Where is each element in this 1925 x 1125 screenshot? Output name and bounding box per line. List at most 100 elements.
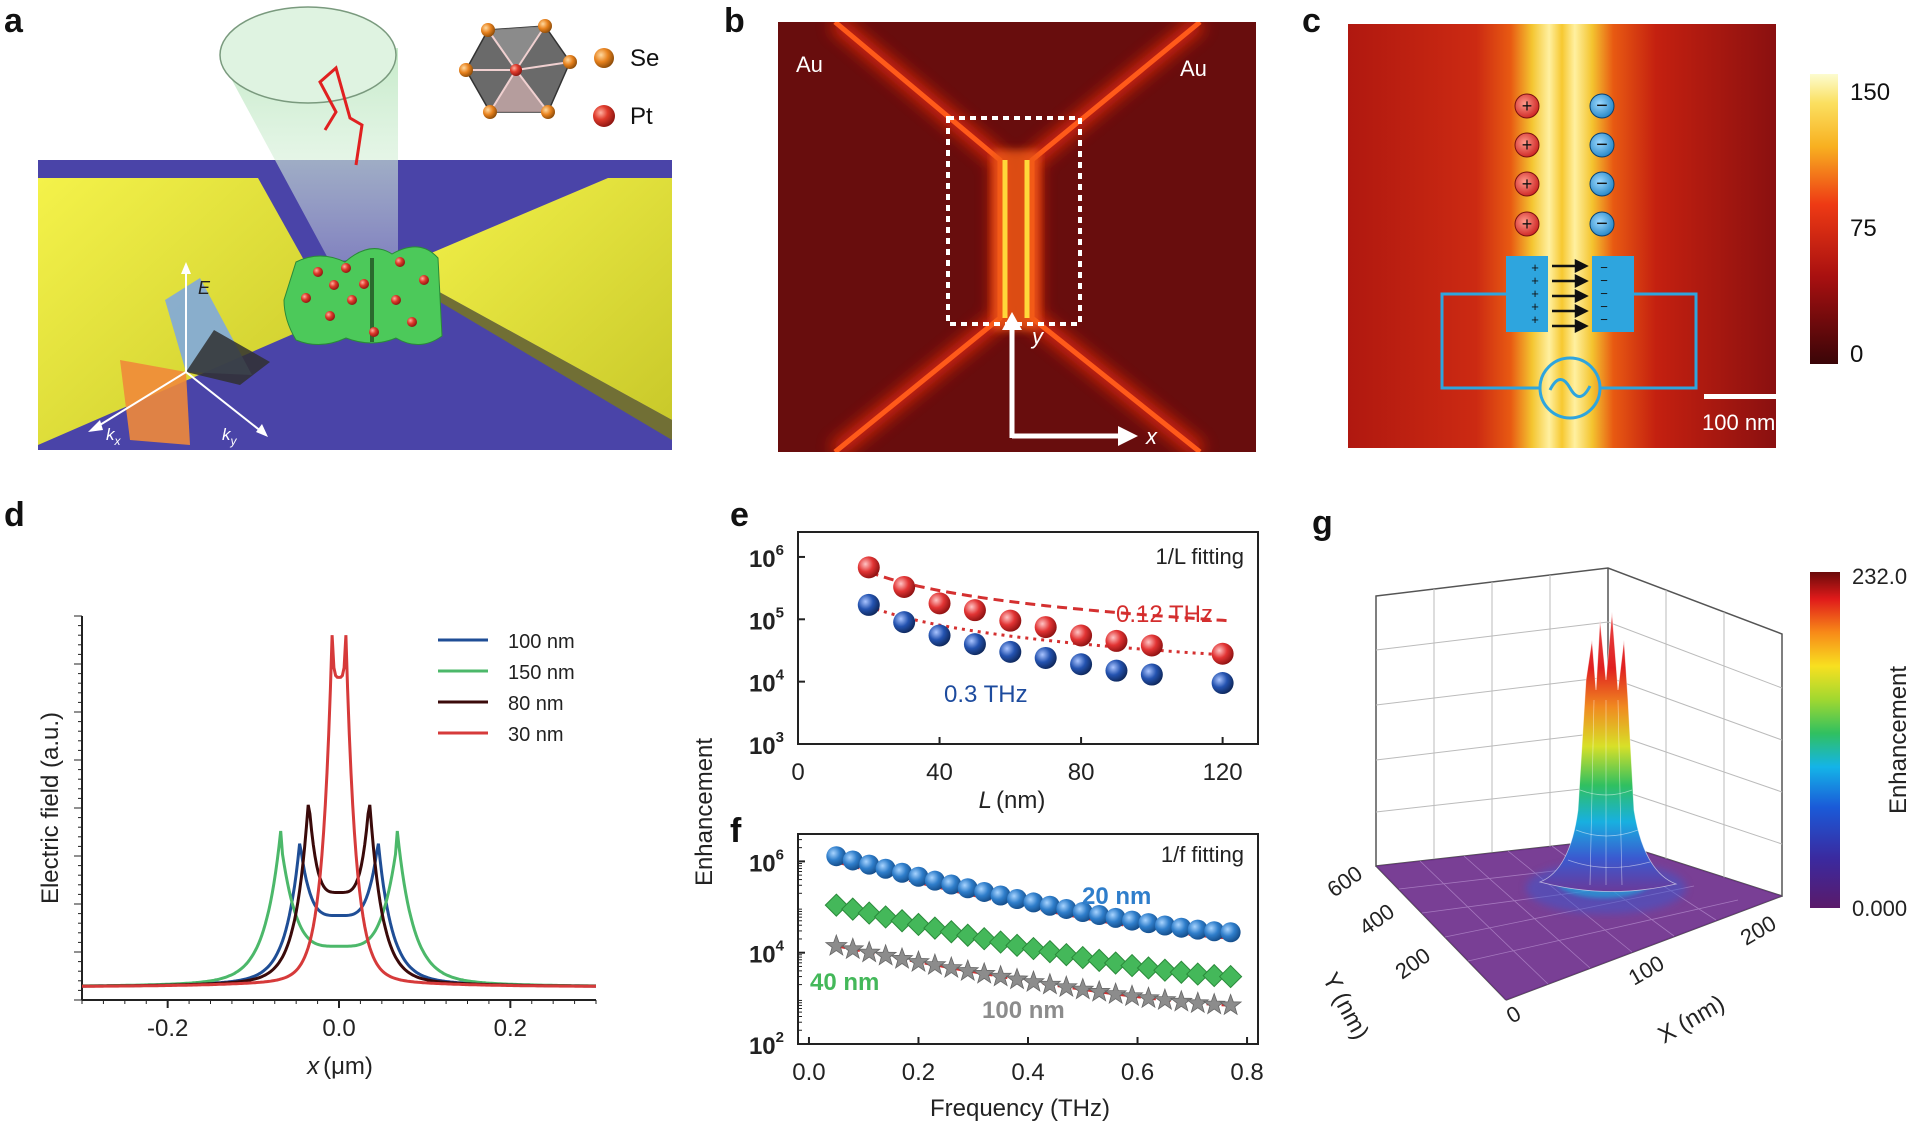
- panel-c-gap-zoom: + + + + − − − − + + + +: [1348, 24, 1776, 448]
- capacitor-plate-left: [1506, 256, 1548, 332]
- se-legend-marker: [594, 48, 614, 68]
- f-data-point: [1202, 963, 1226, 988]
- e-y-tick-label: 105: [749, 604, 784, 635]
- g-colorbar: 232.0 0.000 Enhancement: [1810, 564, 1912, 921]
- f-data-point: [906, 949, 931, 972]
- f-data-point: [1153, 958, 1177, 982]
- e-data-point: [928, 624, 951, 647]
- f-data-point: [1153, 987, 1177, 1010]
- e-series-label-03: 0.3 THz: [944, 681, 1028, 708]
- d-series-line: [82, 830, 596, 988]
- g-y-tick-400: 400: [1355, 899, 1399, 941]
- d-legend-label: 150 nm: [508, 662, 575, 684]
- f-x-tick-label: 0.0: [792, 1059, 825, 1086]
- svg-text:+: +: [1531, 312, 1539, 327]
- f-data-point: [1169, 960, 1194, 984]
- f-data-point: [1138, 913, 1159, 934]
- d-legend-label: 30 nm: [508, 724, 564, 746]
- e-data-point: [999, 609, 1022, 632]
- f-y-tick-label: 104: [749, 938, 785, 969]
- f-data-point: [1204, 921, 1225, 942]
- e-data-point: [857, 556, 880, 579]
- f-series-label-20: 20 nm: [1082, 883, 1151, 910]
- f-data-point: [1089, 905, 1110, 926]
- au-label-left: Au: [796, 52, 823, 77]
- f-data-point: [857, 940, 881, 963]
- panel-g-surface-plot: 600 400 200 0 100 200 Y (nm) X (nm) 232.…: [1317, 564, 1912, 1049]
- f-data-point: [892, 862, 913, 883]
- e-data-point: [963, 599, 986, 622]
- d-ticks: -0.2 0.0 0.2: [74, 615, 597, 1042]
- e-data-point: [999, 640, 1022, 663]
- g-y-tick-200: 200: [1391, 943, 1435, 985]
- e-y-tick-label: 103: [749, 729, 784, 760]
- e-annotation: 1/L fitting: [1156, 544, 1244, 569]
- e-x-tick-label: 0: [791, 759, 804, 786]
- field-e-label: E: [198, 278, 211, 298]
- g-x-axis-label: X (nm): [1654, 990, 1730, 1049]
- f-data-point: [956, 923, 980, 947]
- f-data-point: [1038, 939, 1062, 964]
- dirac-cone-schematic: [88, 262, 270, 445]
- e-data-point: [963, 633, 986, 656]
- e-data-point: [1105, 659, 1128, 682]
- e-x-label: L (nm): [979, 787, 1046, 814]
- f-data-point: [1136, 986, 1161, 1009]
- f-data-point: [939, 955, 963, 978]
- f-data-point: [989, 964, 1013, 987]
- d-legend-label: 80 nm: [508, 693, 564, 715]
- e-data-point: [857, 593, 880, 616]
- e-fit-line: [868, 604, 1230, 657]
- svg-text:+: +: [1531, 299, 1539, 314]
- zoom-region-box: [946, 116, 1082, 326]
- f-data-point: [1120, 984, 1144, 1007]
- field-arrows: [1552, 258, 1589, 334]
- x-axis-label: x: [1145, 424, 1158, 449]
- negative-charges: − − − −: [1589, 93, 1615, 237]
- f-y-tick-label: 106: [749, 846, 784, 877]
- f-data-point: [1038, 972, 1062, 995]
- d-series-line: [82, 635, 596, 988]
- svg-text:+: +: [1522, 174, 1533, 194]
- f-data-point: [972, 961, 996, 984]
- d-y-label: Electric field (a.u.): [37, 712, 64, 904]
- svg-text:−: −: [1600, 286, 1608, 301]
- f-data-point: [841, 897, 865, 921]
- f-data-point: [1054, 942, 1079, 967]
- ac-source-icon: [1538, 356, 1602, 420]
- f-data-point: [1071, 945, 1095, 970]
- panel-label-d: d: [4, 496, 25, 534]
- scale-bar-label: 100 nm: [1702, 410, 1775, 435]
- terahertz-pulse: [318, 65, 364, 166]
- f-data-point: [857, 901, 881, 925]
- svg-text:+: +: [1531, 273, 1539, 288]
- panel-a-device-illustration: E kx ky Se Pt: [38, 6, 672, 450]
- e-data-point: [1070, 624, 1093, 647]
- ef-y-label: Enhancement: [691, 738, 718, 886]
- f-data-point: [1021, 969, 1046, 992]
- f-data-point: [1103, 951, 1128, 975]
- svg-text:+: +: [1522, 214, 1533, 234]
- e-y-tick-label: 104: [749, 667, 785, 698]
- f-data-point: [908, 866, 929, 887]
- f-annotation: 1/f fitting: [1161, 842, 1244, 867]
- f-x-tick-label: 0.4: [1011, 1059, 1044, 1086]
- f-series-label-40: 40 nm: [810, 969, 879, 996]
- f-data-point: [1007, 889, 1028, 910]
- f-data-point: [826, 846, 847, 867]
- f-data-point: [924, 870, 945, 891]
- svg-text:+: +: [1522, 96, 1533, 116]
- pt-legend-label: Pt: [630, 103, 653, 130]
- f-y-tick-label: 102: [749, 1029, 784, 1060]
- d-x-tick-label: -0.2: [147, 1015, 188, 1042]
- f-data-point: [974, 881, 995, 902]
- svg-text:+: +: [1522, 135, 1533, 155]
- e-data-point: [1034, 646, 1057, 669]
- e-x-tick-label: 120: [1203, 759, 1243, 786]
- f-data-point: [1087, 948, 1111, 973]
- gold-electrode-right: [410, 178, 672, 420]
- panel-label-c: c: [1302, 2, 1321, 40]
- f-series-label-100: 100 nm: [982, 997, 1065, 1024]
- f-data-point: [1218, 964, 1243, 989]
- panel-b-field-map: [778, 22, 1256, 452]
